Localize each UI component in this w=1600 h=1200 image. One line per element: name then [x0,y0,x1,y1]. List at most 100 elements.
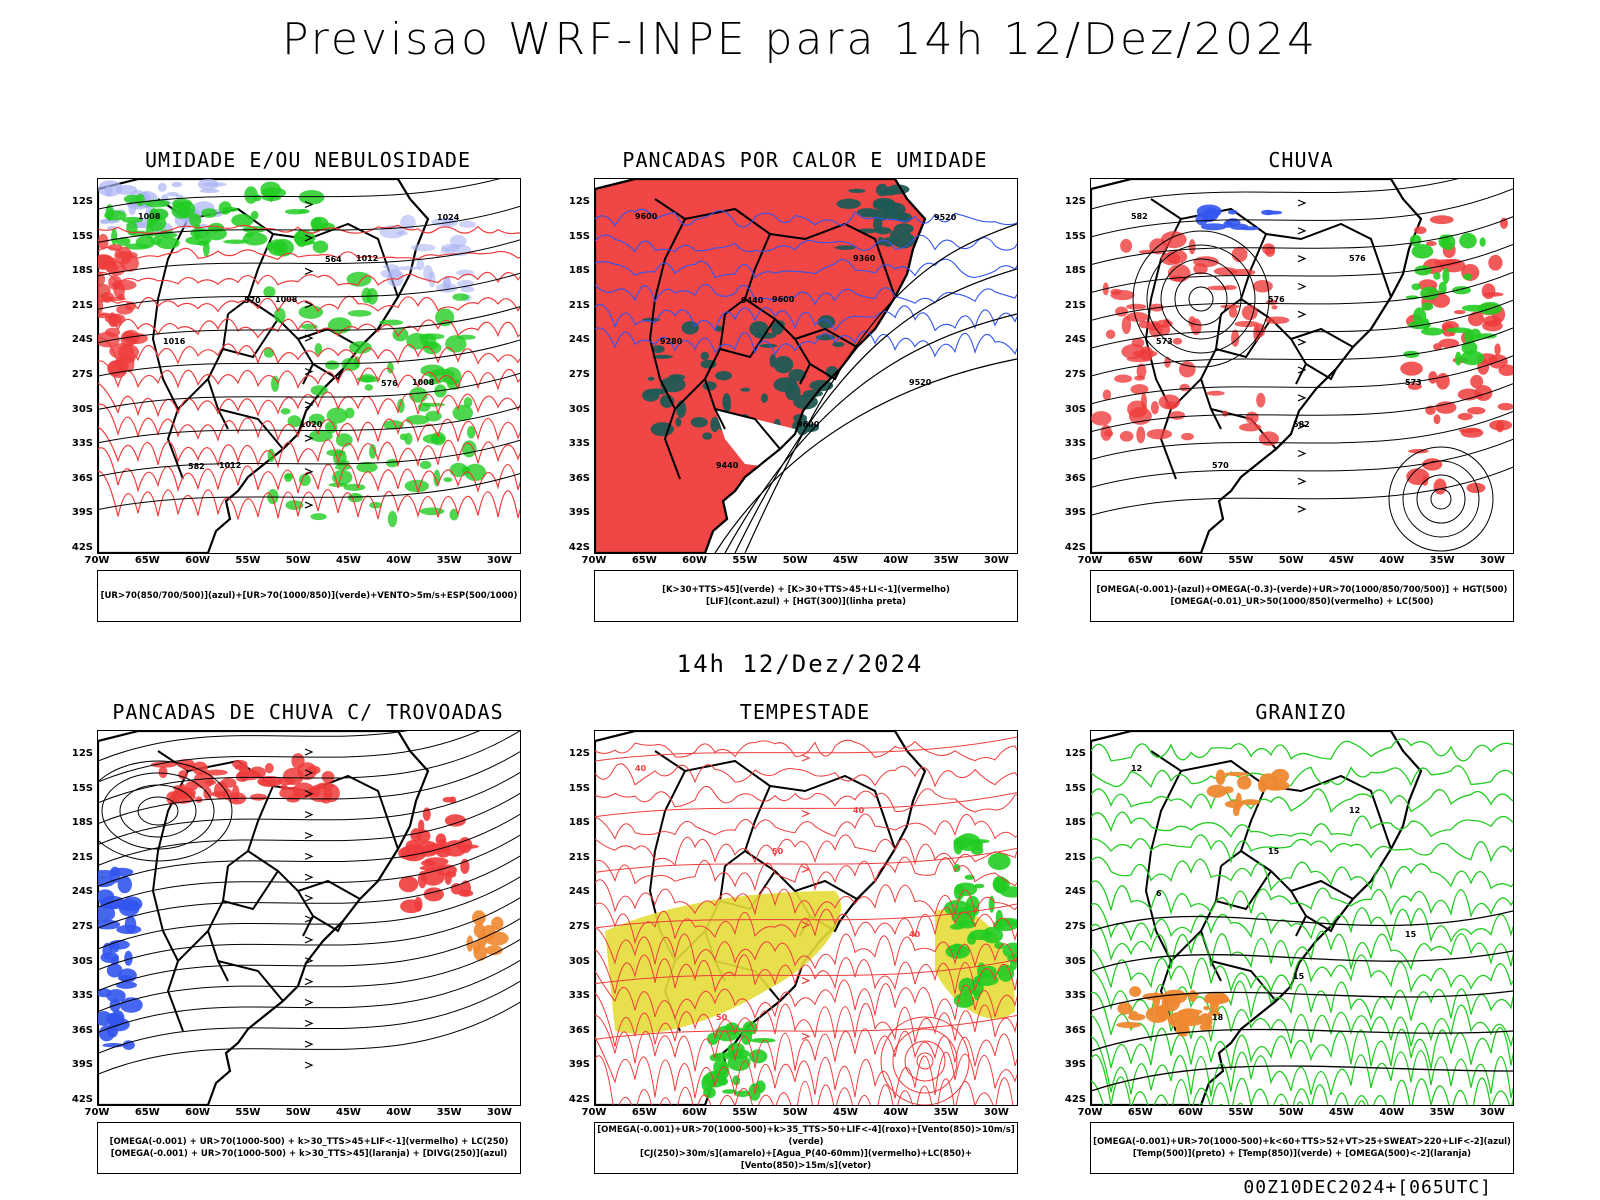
field-patch [1116,1021,1142,1029]
contour-label: 9600 [797,420,820,429]
field-patch [660,376,686,393]
country-border [1215,870,1272,911]
low-center-contour [1132,230,1270,368]
country-border [1144,218,1182,410]
field-patch [1434,259,1460,267]
field-patch [310,385,328,396]
field-patch [994,941,1005,950]
field-patch [321,796,331,804]
streamline [595,736,1017,762]
field-patch [369,501,383,509]
country-border [794,879,858,900]
field-patch [1479,237,1486,247]
longitude-label: 70W [84,1107,110,1118]
low-center-contour [1388,446,1494,552]
field-patch [872,199,898,211]
streamline [595,1014,1017,1040]
latitude-label: 33S [1064,990,1086,1002]
field-patch [1460,427,1484,438]
field-patch [213,781,229,800]
field-patch [117,875,132,894]
field-patch [171,181,183,188]
field-patch [1126,303,1147,310]
field-patch [199,188,220,193]
contour-label: 576 [381,379,398,388]
longitude-label: 60W [1178,555,1204,566]
field-patch [419,865,446,871]
field-patch [1150,401,1159,415]
field-patch [386,268,404,287]
streamline [1091,466,1513,516]
field-patch [457,837,473,854]
field-patch [721,1089,737,1094]
field-patch [703,1070,727,1088]
field-patch [1241,799,1260,806]
field-patch [1229,268,1256,276]
streamline [1091,188,1513,238]
longitude-label: 65W [1127,555,1153,566]
field-patch [98,283,111,298]
longitude-label: 35W [436,1107,462,1118]
longitude-label: 65W [631,1107,657,1118]
field-patch [1409,234,1422,247]
field-patch [1160,231,1187,249]
streamline [1091,411,1513,460]
weather-map: 40 50 40 50 40 [595,731,1017,1105]
flow-arrow [1297,477,1307,485]
contour-line [595,1036,1017,1099]
streamline [98,918,520,992]
longitude-label: 45W [336,1107,361,1118]
field-patch [282,767,304,785]
contour-line [98,271,520,286]
legend-line: [Temp(500)](preto) + [Temp(850)](verde) … [1132,1149,1472,1159]
field-patch [150,761,177,768]
field-patch [1457,412,1473,421]
field-patch [1460,350,1485,366]
field-patch [659,394,675,408]
contour-line [1091,788,1513,814]
streamline [98,792,520,866]
flow-arrow [1297,366,1307,374]
field-patch [417,819,425,833]
field-patch [1227,209,1238,215]
field-patch [1482,292,1504,297]
weather-map: 12 15 15 18 12 6 15 [1091,731,1513,1105]
contour-label: 15 [1405,930,1417,939]
field-patch [409,387,428,403]
field-patch [420,867,445,886]
latitude-label: 18S [1064,817,1086,829]
pressure-contour [904,1040,946,1082]
field-patch [652,354,673,359]
latitude-label: 42S [568,1094,590,1105]
field-patch [1252,280,1273,293]
country-border [297,327,361,348]
field-patch [1474,385,1493,402]
field-patch [336,459,350,466]
field-patch [181,763,196,771]
contour-line [1091,903,1513,943]
field-patch [285,500,304,510]
field-patch [1234,320,1260,328]
field-patch [749,321,769,337]
latitude-label: 12S [71,196,93,207]
field-patch [433,469,441,487]
field-patch [128,200,137,216]
longitude-label: 40W [1379,1107,1405,1118]
field-patch [218,201,232,215]
field-patch [172,198,192,209]
field-patch [117,293,125,301]
legend-box-4: [OMEGA(-0.001)+UR>70(1000-500)+k>35_TTS>… [594,1122,1018,1174]
longitude-label: 55W [1228,555,1254,566]
field-patch [106,989,126,1003]
field-patch [1117,1002,1133,1015]
latitude-label: 12S [568,748,590,759]
flow-arrow [1297,505,1307,513]
field-patch [1254,323,1266,338]
streamline [98,939,520,1012]
contour-label: 12 [1349,806,1360,815]
contour-label: 573 [1156,337,1173,346]
latitude-label: 21S [71,851,93,863]
field-patch [379,319,404,326]
contour-line [98,337,520,365]
legend-line: [OMEGA(-0.001) + UR>70(1000-500) + k>30_… [109,1137,509,1147]
